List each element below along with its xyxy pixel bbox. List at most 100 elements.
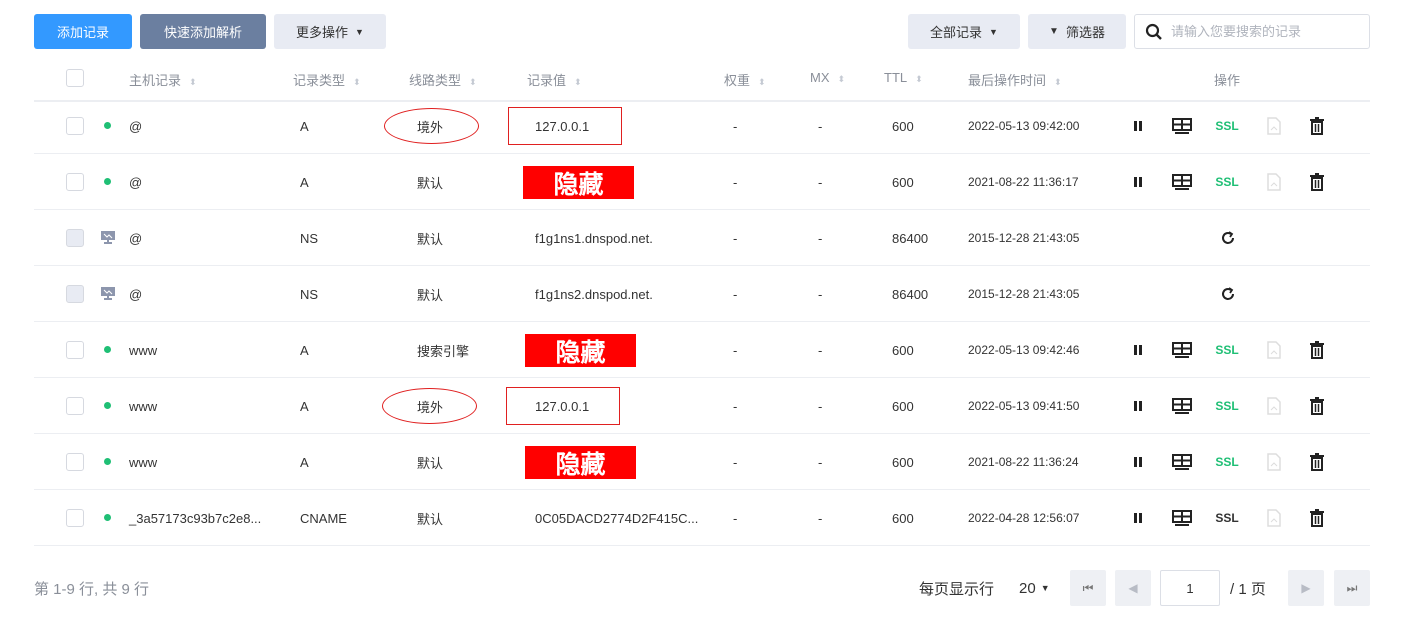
trash-icon[interactable] bbox=[1305, 322, 1329, 378]
monitor-table-icon[interactable] bbox=[1170, 322, 1194, 378]
redacted-value-label: 隐藏 bbox=[525, 334, 636, 367]
ssl-button[interactable]: SSL bbox=[1214, 322, 1240, 378]
cell-ttl: 600 bbox=[892, 454, 914, 470]
ssl-label: SSL bbox=[1215, 343, 1239, 357]
status-enabled-icon bbox=[104, 122, 111, 129]
row-checkbox[interactable] bbox=[66, 173, 84, 191]
total-pages: / 1 页 bbox=[1230, 580, 1266, 598]
cell-host: @ bbox=[129, 118, 143, 134]
monitor-table-icon[interactable] bbox=[1170, 98, 1194, 154]
row-checkbox[interactable] bbox=[66, 509, 84, 527]
ssl-label: SSL bbox=[1215, 175, 1239, 189]
col-host[interactable]: 主机记录 ⬍ bbox=[129, 70, 197, 89]
next-page-button[interactable]: ▶ bbox=[1288, 570, 1324, 606]
row-checkbox[interactable] bbox=[66, 397, 84, 415]
first-page-button[interactable]: ⏮ bbox=[1070, 570, 1106, 606]
cell-line: 默认 bbox=[417, 455, 444, 471]
cell-weight: - bbox=[733, 342, 738, 358]
pause-icon[interactable] bbox=[1126, 154, 1150, 210]
ssl-button[interactable]: SSL bbox=[1214, 490, 1240, 546]
row-checkbox[interactable] bbox=[66, 453, 84, 471]
cell-mx: - bbox=[818, 230, 823, 246]
col-ttl[interactable]: TTL ⬍ bbox=[884, 70, 923, 85]
ssl-button[interactable]: SSL bbox=[1214, 154, 1240, 210]
monitor-table-icon[interactable] bbox=[1170, 490, 1194, 546]
status-enabled-icon bbox=[104, 514, 111, 521]
status-enabled-icon bbox=[104, 178, 111, 185]
ssl-button[interactable]: SSL bbox=[1214, 434, 1240, 490]
cell-value: 127.0.0.1 bbox=[535, 118, 590, 134]
filter-button[interactable]: ▼ 筛选器 bbox=[1028, 14, 1126, 49]
col-mx[interactable]: MX ⬍ bbox=[810, 70, 845, 85]
ssl-label: SSL bbox=[1215, 455, 1239, 469]
col-weight[interactable]: 权重 ⬍ bbox=[724, 70, 766, 89]
col-value-label: 记录值 bbox=[527, 73, 567, 88]
trash-icon[interactable] bbox=[1305, 98, 1329, 154]
last-page-button[interactable]: ⏭ bbox=[1334, 570, 1370, 606]
monitor-table-icon[interactable] bbox=[1170, 434, 1194, 490]
pause-icon[interactable] bbox=[1126, 434, 1150, 490]
search-input[interactable] bbox=[1171, 24, 1361, 39]
monitor-table-icon[interactable] bbox=[1170, 378, 1194, 434]
sort-icon: ⬍ bbox=[353, 77, 361, 87]
cell-time: 2015-12-28 21:43:05 bbox=[968, 287, 1080, 301]
col-line[interactable]: 线路类型 ⬍ bbox=[409, 70, 477, 89]
row-divider bbox=[34, 545, 1370, 546]
per-page-select[interactable]: 20 ▼ bbox=[1019, 570, 1050, 606]
more-actions-dropdown[interactable]: 更多操作 ▼ bbox=[274, 14, 386, 49]
row-checkbox[interactable] bbox=[66, 341, 84, 359]
cell-time: 2022-05-13 09:42:46 bbox=[968, 343, 1080, 357]
pause-icon[interactable] bbox=[1126, 322, 1150, 378]
page-input[interactable]: 1 bbox=[1160, 570, 1220, 606]
refresh-icon[interactable] bbox=[1216, 210, 1240, 266]
select-all-checkbox[interactable] bbox=[66, 69, 84, 87]
cell-mx: - bbox=[818, 510, 823, 526]
row-divider bbox=[34, 153, 1370, 154]
cell-weight: - bbox=[733, 286, 738, 302]
pause-icon[interactable] bbox=[1126, 98, 1150, 154]
ssl-button[interactable]: SSL bbox=[1214, 98, 1240, 154]
col-value[interactable]: 记录值 ⬍ bbox=[527, 70, 582, 89]
table-row: @ NS 默认 f1g1ns1.dnspod.net. - - 86400 2015-12-2… bbox=[0, 210, 1410, 266]
pause-icon[interactable] bbox=[1126, 378, 1150, 434]
cell-line: 默认 bbox=[417, 287, 444, 303]
document-icon bbox=[1262, 378, 1286, 434]
add-record-button[interactable]: 添加记录 bbox=[34, 14, 132, 49]
cell-time: 2021-08-22 11:36:17 bbox=[968, 175, 1079, 189]
search-box[interactable] bbox=[1134, 14, 1370, 49]
cell-ttl: 600 bbox=[892, 118, 914, 134]
refresh-icon[interactable] bbox=[1216, 266, 1240, 322]
col-time[interactable]: 最后操作时间 ⬍ bbox=[968, 70, 1062, 89]
document-icon bbox=[1262, 322, 1286, 378]
trash-icon[interactable] bbox=[1305, 490, 1329, 546]
table-row: @ A 境外 127.0.0.1- -600 2022-05-13 09:42:00 SSL bbox=[0, 98, 1410, 154]
filter-icon: ▼ bbox=[1049, 26, 1059, 37]
col-type[interactable]: 记录类型 ⬍ bbox=[293, 70, 361, 89]
quick-add-button[interactable]: 快速添加解析 bbox=[140, 14, 266, 49]
ssl-label: SSL bbox=[1215, 399, 1239, 413]
sort-icon: ⬍ bbox=[574, 77, 582, 87]
row-checkbox[interactable] bbox=[66, 117, 84, 135]
pause-icon[interactable] bbox=[1126, 490, 1150, 546]
trash-icon[interactable] bbox=[1305, 434, 1329, 490]
trash-icon[interactable] bbox=[1305, 378, 1329, 434]
monitor-table-icon[interactable] bbox=[1170, 154, 1194, 210]
sort-icon: ⬍ bbox=[1054, 77, 1062, 87]
cell-type: A bbox=[300, 118, 309, 134]
cell-time: 2021-08-22 11:36:24 bbox=[968, 455, 1079, 469]
all-records-dropdown[interactable]: 全部记录 ▼ bbox=[908, 14, 1020, 49]
cell-host: www bbox=[129, 398, 158, 414]
cell-host: @ bbox=[129, 286, 143, 302]
annotation-ellipse bbox=[382, 388, 477, 424]
table-row: www A 搜索引擎 - - 600 2022-05-13 09:42:46 隐藏 SSL bbox=[0, 322, 1410, 378]
document-icon bbox=[1262, 490, 1286, 546]
ssl-label: SSL bbox=[1215, 511, 1239, 525]
ssl-button[interactable]: SSL bbox=[1214, 378, 1240, 434]
prev-page-button[interactable]: ◀ bbox=[1115, 570, 1151, 606]
col-line-label: 线路类型 bbox=[409, 73, 462, 88]
sort-icon: ⬍ bbox=[837, 74, 846, 84]
cell-type: A bbox=[300, 398, 309, 414]
row-divider bbox=[34, 265, 1370, 266]
cell-weight: - bbox=[733, 118, 738, 134]
trash-icon[interactable] bbox=[1305, 154, 1329, 210]
